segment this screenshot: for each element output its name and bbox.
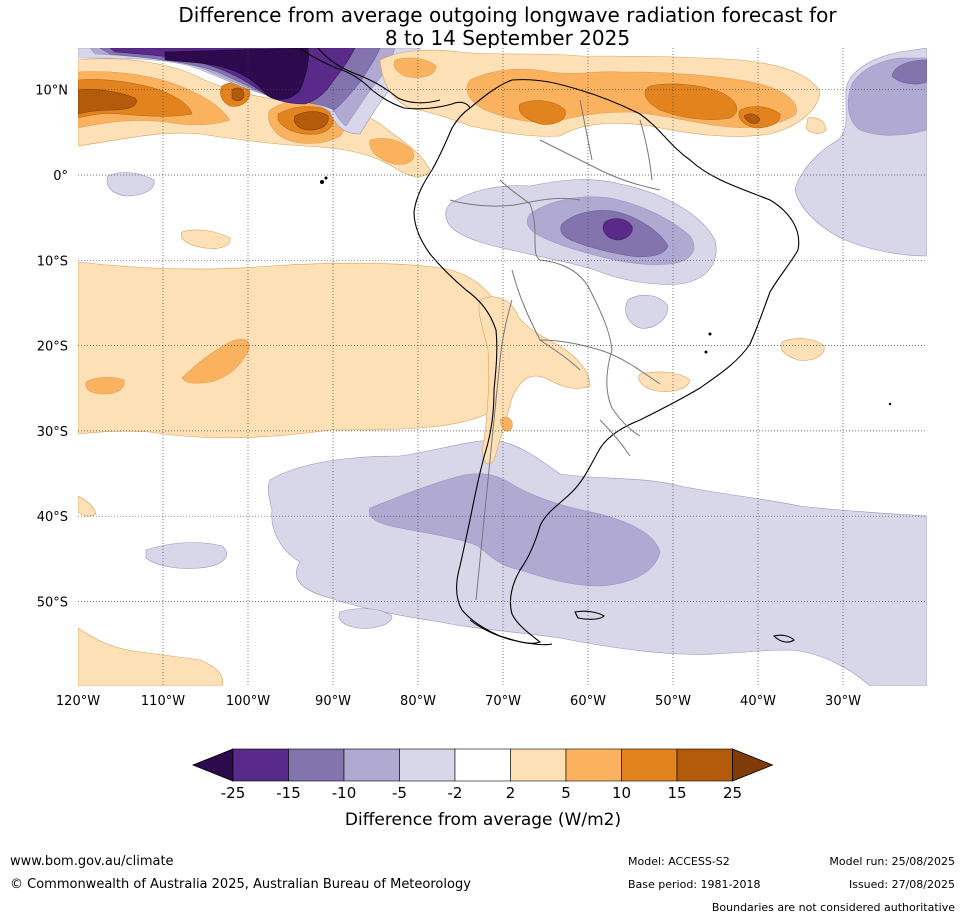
latitude-label: 10°N <box>35 84 68 99</box>
country-borders <box>449 99 661 601</box>
footer-model-run: Model run: 25/08/2025 <box>829 855 955 868</box>
islands <box>320 176 892 406</box>
falklands <box>574 610 605 620</box>
title-line-1: Difference from average outgoing longwav… <box>178 3 837 27</box>
tierra-del-fuego <box>469 619 553 646</box>
colorbar-tick: -10 <box>332 784 357 802</box>
longitude-label: 120°W <box>56 694 100 709</box>
longitude-label: 40°W <box>740 694 776 709</box>
colorbar-tick: 5 <box>561 784 571 802</box>
colorbar-swatch <box>621 748 678 782</box>
anomaly-fields <box>78 48 927 686</box>
colorbar-label: Difference from average (W/m2) <box>345 810 621 830</box>
colorbar-tick: 15 <box>667 784 686 802</box>
colorbar-swatch <box>676 748 733 782</box>
footer-copyright: © Commonwealth of Australia 2025, Austra… <box>10 877 471 892</box>
longitude-label: 50°W <box>655 694 691 709</box>
footer-website: www.bom.gov.au/climate <box>10 854 174 869</box>
longitude-label: 80°W <box>400 694 436 709</box>
colorbar-under-arrow <box>191 748 234 782</box>
colorbar-swatch <box>399 748 456 782</box>
footer-disclaimer: Boundaries are not considered authoritat… <box>712 901 955 914</box>
footer-issued: Issued: 27/08/2025 <box>849 878 955 891</box>
longitude-label: 110°W <box>141 694 185 709</box>
footer-model: Model: ACCESS-S2 <box>628 855 730 868</box>
longitude-label: 60°W <box>570 694 606 709</box>
title-line-2: 8 to 14 September 2025 <box>384 26 631 50</box>
longitude-label: 100°W <box>226 694 270 709</box>
colorbar-over-arrow <box>732 748 774 782</box>
colorbar-tick: -25 <box>221 784 246 802</box>
gridlines <box>78 48 927 686</box>
latitude-label: 30°S <box>37 425 68 440</box>
colorbar-tick: 10 <box>612 784 631 802</box>
footer-base-period: Base period: 1981-2018 <box>628 878 760 891</box>
colorbar-swatch <box>454 748 511 782</box>
longitude-labels: 120°W 110°W 100°W 90°W 80°W 70°W 60°W 50°W 40°W 3… <box>56 694 861 709</box>
colorbar-swatch <box>232 748 289 782</box>
colorbar-tick: 2 <box>506 784 516 802</box>
longitude-label: 90°W <box>315 694 351 709</box>
longitude-label: 70°W <box>485 694 521 709</box>
latitude-label: 50°S <box>37 596 68 611</box>
colorbar-tick-labels: -25 -15 -10 -5 -2 2 5 10 15 25 <box>221 784 742 802</box>
colorbar-tick: 25 <box>723 784 742 802</box>
latitude-label: 20°S <box>37 340 68 355</box>
colorbar-tick: -5 <box>392 784 407 802</box>
latitude-labels: 10°N 0° 10°S 20°S 30°S 40°S 50°S <box>35 84 68 611</box>
longitude-label: 30°W <box>825 694 861 709</box>
colorbar-tick: -2 <box>448 784 463 802</box>
positive-anomaly-pacific <box>78 261 503 439</box>
colorbar-swatch <box>343 748 400 782</box>
latitude-label: 0° <box>53 169 68 184</box>
latitude-label: 40°S <box>37 510 68 525</box>
colorbar-swatch <box>510 748 567 782</box>
colorbar-tick: -15 <box>276 784 301 802</box>
map-title: Difference from average outgoing longwav… <box>0 4 965 50</box>
colorbar-swatch <box>288 748 345 782</box>
latitude-label: 10°S <box>37 254 68 269</box>
south-america-coastline <box>413 79 800 644</box>
colorbar <box>191 748 774 782</box>
central-america-coastline <box>299 48 471 110</box>
colorbar-swatch <box>565 748 622 782</box>
